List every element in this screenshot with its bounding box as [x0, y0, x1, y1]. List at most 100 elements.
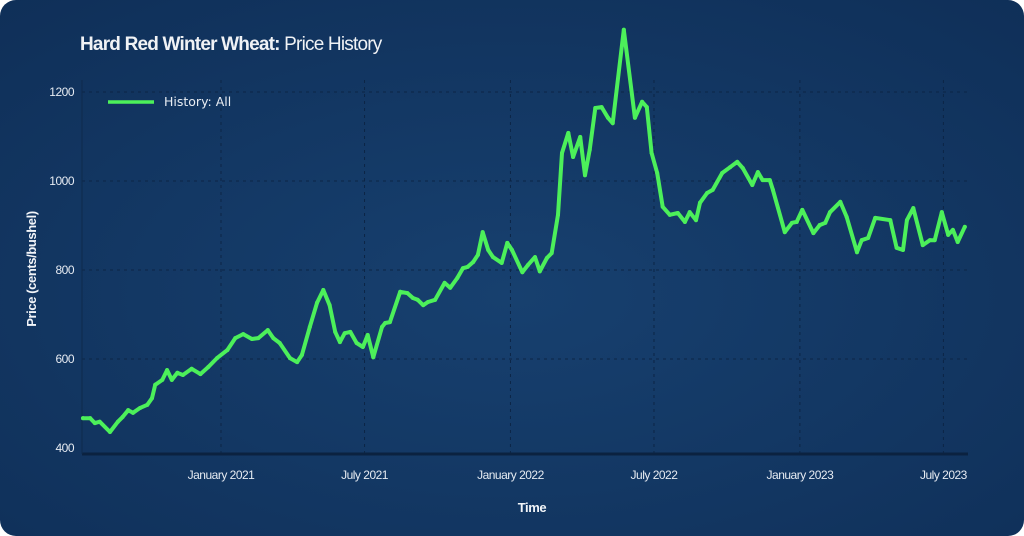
- data-point[interactable]: [655, 170, 660, 175]
- data-point[interactable]: [859, 238, 864, 243]
- data-point[interactable]: [387, 320, 392, 325]
- data-point[interactable]: [455, 276, 460, 281]
- data-point[interactable]: [525, 263, 530, 268]
- data-point[interactable]: [348, 329, 353, 334]
- data-point[interactable]: [939, 210, 944, 215]
- data-point[interactable]: [465, 264, 470, 269]
- data-point[interactable]: [520, 270, 525, 275]
- data-point[interactable]: [599, 105, 604, 110]
- data-point[interactable]: [321, 288, 326, 293]
- data-point[interactable]: [471, 259, 476, 264]
- data-point[interactable]: [649, 150, 654, 155]
- data-point[interactable]: [354, 340, 359, 345]
- data-point[interactable]: [710, 187, 715, 192]
- data-point[interactable]: [415, 297, 420, 302]
- data-point[interactable]: [160, 377, 165, 382]
- data-point[interactable]: [206, 365, 211, 370]
- data-point[interactable]: [480, 230, 485, 235]
- data-point[interactable]: [920, 243, 925, 248]
- data-point[interactable]: [632, 115, 637, 120]
- data-point[interactable]: [410, 296, 415, 301]
- data-point[interactable]: [442, 280, 447, 285]
- data-point[interactable]: [794, 219, 799, 224]
- data-point[interactable]: [854, 250, 859, 255]
- data-point[interactable]: [314, 300, 319, 305]
- data-point[interactable]: [682, 219, 687, 224]
- data-point[interactable]: [697, 200, 702, 205]
- data-point[interactable]: [533, 255, 538, 260]
- data-point[interactable]: [88, 416, 93, 421]
- data-point[interactable]: [720, 170, 725, 175]
- data-point[interactable]: [750, 183, 755, 188]
- data-point[interactable]: [165, 368, 170, 373]
- data-point[interactable]: [486, 247, 491, 252]
- data-point[interactable]: [448, 285, 453, 290]
- data-point[interactable]: [911, 206, 916, 211]
- data-point[interactable]: [371, 355, 376, 360]
- data-point[interactable]: [365, 332, 370, 337]
- data-point[interactable]: [610, 121, 615, 126]
- data-point[interactable]: [694, 218, 699, 223]
- data-point[interactable]: [844, 215, 849, 220]
- series-line-history-all[interactable]: [81, 27, 967, 434]
- data-point[interactable]: [225, 348, 230, 353]
- data-point[interactable]: [537, 269, 542, 274]
- data-point[interactable]: [153, 382, 158, 387]
- data-point[interactable]: [425, 300, 430, 305]
- data-point[interactable]: [582, 173, 587, 178]
- data-point[interactable]: [888, 218, 893, 223]
- data-point[interactable]: [327, 303, 332, 308]
- data-point[interactable]: [782, 230, 787, 235]
- data-point[interactable]: [169, 377, 174, 382]
- data-point[interactable]: [360, 344, 365, 349]
- data-point[interactable]: [705, 191, 710, 196]
- data-point[interactable]: [740, 166, 745, 171]
- data-point[interactable]: [667, 212, 672, 217]
- data-point[interactable]: [800, 207, 805, 212]
- data-point[interactable]: [256, 336, 261, 341]
- data-point[interactable]: [735, 159, 740, 164]
- data-point[interactable]: [475, 252, 480, 257]
- data-point[interactable]: [838, 199, 843, 204]
- data-point[interactable]: [490, 255, 495, 260]
- data-point[interactable]: [932, 238, 937, 243]
- data-point[interactable]: [571, 154, 576, 159]
- data-point[interactable]: [265, 328, 270, 333]
- data-point[interactable]: [138, 405, 143, 410]
- data-point[interactable]: [307, 324, 312, 329]
- data-point[interactable]: [277, 340, 282, 345]
- data-point[interactable]: [946, 232, 951, 237]
- data-point[interactable]: [175, 370, 180, 375]
- data-point[interactable]: [817, 223, 822, 228]
- data-point[interactable]: [644, 105, 649, 110]
- data-point[interactable]: [198, 372, 203, 377]
- data-point[interactable]: [233, 336, 238, 341]
- data-point[interactable]: [126, 408, 131, 413]
- data-point[interactable]: [189, 366, 194, 371]
- data-point[interactable]: [578, 134, 583, 139]
- data-point[interactable]: [823, 220, 828, 225]
- data-point[interactable]: [130, 410, 135, 415]
- data-point[interactable]: [687, 210, 692, 215]
- data-point[interactable]: [510, 247, 515, 252]
- data-point[interactable]: [811, 231, 816, 236]
- data-point[interactable]: [505, 240, 510, 245]
- data-point[interactable]: [383, 320, 388, 325]
- data-point[interactable]: [107, 429, 112, 434]
- data-point[interactable]: [755, 170, 760, 175]
- data-point[interactable]: [215, 356, 220, 361]
- data-point[interactable]: [873, 215, 878, 220]
- data-point[interactable]: [927, 238, 932, 243]
- data-point[interactable]: [115, 419, 120, 424]
- legend[interactable]: History: All: [108, 94, 231, 109]
- data-point[interactable]: [559, 150, 564, 155]
- data-point[interactable]: [97, 419, 102, 424]
- data-point[interactable]: [760, 178, 765, 183]
- data-point[interactable]: [894, 245, 899, 250]
- data-point[interactable]: [180, 373, 185, 378]
- data-point[interactable]: [241, 332, 246, 337]
- data-point[interactable]: [556, 212, 561, 217]
- data-point[interactable]: [499, 260, 504, 265]
- data-point[interactable]: [544, 255, 549, 260]
- data-point[interactable]: [675, 211, 680, 216]
